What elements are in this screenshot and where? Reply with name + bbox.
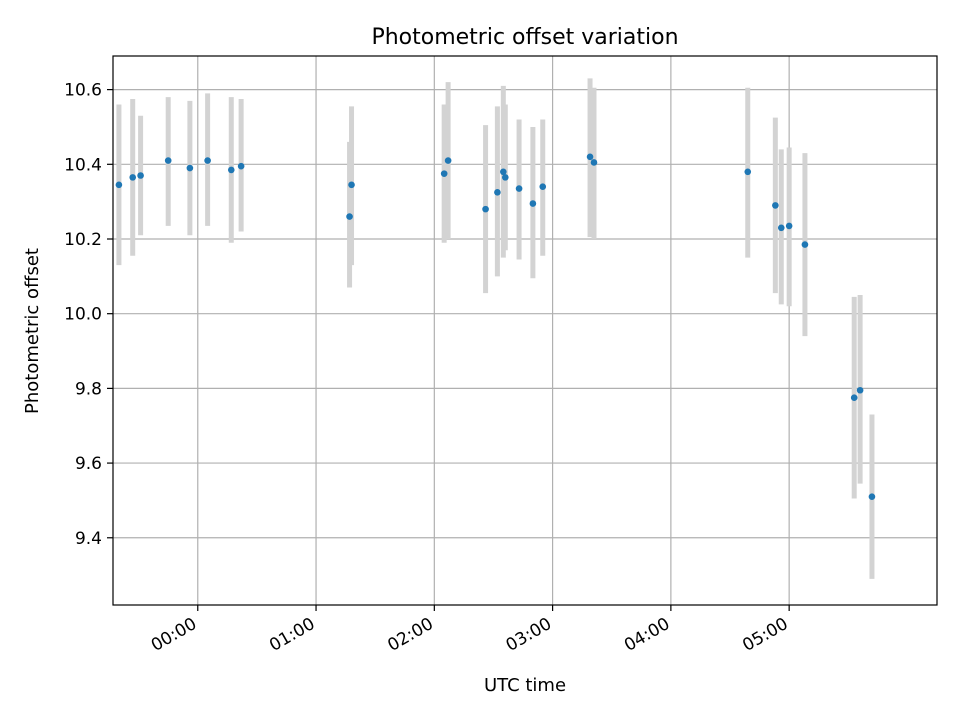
data-point [501,174,509,181]
data-point [129,174,137,181]
data-point [515,185,523,192]
data-point [494,189,501,196]
data-point [348,181,355,189]
chart-title: Photometric offset variation [371,25,678,50]
data-point [539,183,547,191]
y-axis-label: Photometric offset [22,248,43,414]
data-point [529,200,537,207]
y-tick-label: 10.2 [64,230,102,250]
data-point [440,170,448,177]
data-point [444,157,452,164]
data-point [744,168,752,176]
data-point [777,224,785,232]
data-points [115,153,876,500]
data-point [772,202,779,209]
plot-frame [112,55,938,606]
data-point [850,394,858,402]
data-point [801,241,809,248]
data-point [227,166,235,174]
data-point [868,493,876,500]
y-tick-label: 9.4 [75,529,102,549]
data-point [237,162,245,170]
x-axis-label: UTC time [484,675,566,696]
data-point [785,222,793,230]
data-point [204,157,211,164]
data-point [115,181,123,189]
data-point [164,157,172,164]
y-axis: 9.4 9.6 9.8 10.0 10.2 10.4 10.6 [64,81,113,549]
y-tick-label: 9.6 [75,454,102,474]
y-tick-label: 9.8 [75,379,102,399]
data-point [186,164,194,172]
y-tick-label: 10.0 [64,305,102,325]
y-tick-label: 10.6 [64,81,102,101]
grid [113,56,937,605]
y-tick-label: 10.4 [64,155,102,175]
data-point [346,213,353,220]
data-point [856,386,864,394]
data-point [590,159,598,166]
data-point [482,205,489,213]
data-point [586,153,594,161]
data-point [500,168,507,176]
data-point [137,172,144,179]
